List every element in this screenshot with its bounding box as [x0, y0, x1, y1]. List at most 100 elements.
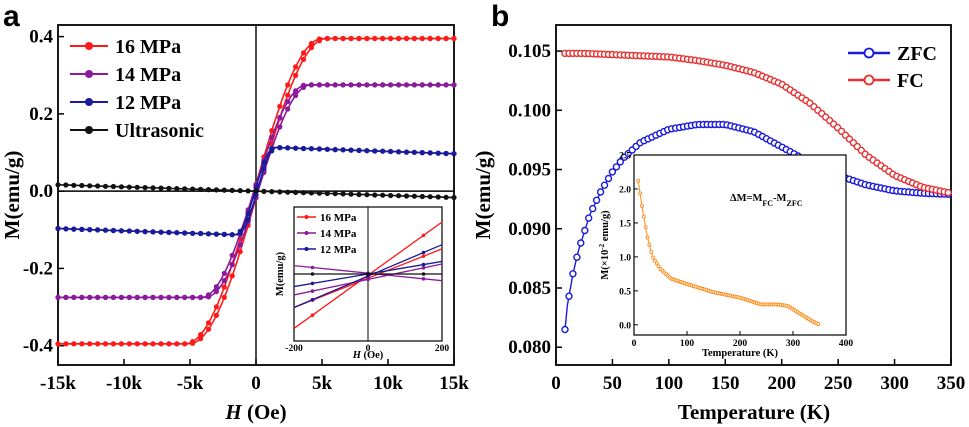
panel-a-16-mpa-point	[316, 36, 322, 42]
panel-a-ultrasonic-point	[300, 190, 307, 196]
panel-b-chart: 0 50 100 150 200 250 300 350 0.080 0.085 0.090 0.09…	[471, 24, 965, 424]
panel-a-14-mpa-point	[237, 242, 243, 248]
panel-a-x-tick-label: -15k	[40, 373, 76, 394]
panel-a-ultrasonic-point	[198, 186, 204, 192]
panel-b-x-tick-label: 0	[551, 373, 561, 394]
panel-a-inset-16-mpa-point	[421, 254, 426, 259]
panel-a-ultrasonic-point	[142, 185, 148, 191]
panel-a-14-mpa-point	[411, 82, 417, 88]
panel-a-ticks: -15k -10k -5k 0 5k 10k 15k -0.4 -0.2 0.0 0.2 0.4	[23, 27, 469, 394]
panel-a-y-tick-label: 0.2	[29, 104, 53, 125]
panel-a-12-mpa-point	[198, 230, 204, 237]
panel-b-zfc-point	[585, 214, 593, 222]
panel-a-ultrasonic-point	[118, 184, 124, 190]
inset-legend-16mpa-marker	[304, 215, 309, 219]
panel-a-inset-ultrasonic-point	[310, 272, 315, 276]
panel-a-12-mpa-point	[63, 226, 69, 232]
panel-a-16-mpa-point	[213, 312, 219, 318]
panel-b-inset-delta-m-point	[638, 191, 643, 196]
panel-a-ultrasonic-point	[364, 192, 370, 198]
panel-a-14-mpa-point	[102, 294, 109, 300]
inset-legend-14mpa-label: 14 MPa	[320, 228, 357, 240]
panel-a-12-mpa-point	[324, 146, 330, 152]
panel-a-12-mpa-point	[110, 227, 116, 234]
panel-a-12-mpa-point	[277, 145, 283, 151]
legend-12mpa-label: 12 MPa	[115, 92, 181, 114]
panel-a-16-mpa-point	[150, 341, 156, 347]
panel-a-16-mpa-point	[451, 35, 457, 42]
panel-b-fc-point	[944, 188, 952, 197]
panel-a-16-mpa-point	[300, 56, 307, 63]
panel-a-14-mpa-point	[55, 294, 61, 300]
inset-ylabel-sup: -2	[598, 243, 606, 249]
panel-a-inset-14-mpa-point	[421, 266, 426, 270]
panel-a-12-mpa-point	[388, 148, 394, 155]
panel-a-16-mpa-point	[55, 341, 61, 347]
panel-a-12-mpa-point	[411, 149, 417, 155]
panel-a-16-mpa-point	[419, 35, 425, 42]
panel-a-16-mpa-point	[158, 341, 164, 347]
panel-a-14-mpa-point	[71, 294, 77, 300]
panel-b-x-tick-label: 250	[824, 373, 853, 394]
panel-a-16-mpa-point	[87, 341, 93, 347]
panel-a-ultrasonic-point	[388, 192, 394, 199]
panel-a-16-mpa-point	[142, 341, 148, 347]
panel-b-y-tick-label: 0.095	[508, 160, 551, 181]
panel-a-12-mpa-point	[419, 150, 425, 156]
panel-b-inset-delta-m-point	[640, 203, 644, 208]
panel-a-14-mpa-point	[182, 294, 188, 300]
panel-a-14-mpa-point	[277, 124, 283, 130]
panel-a-12-mpa-point	[55, 225, 61, 232]
inset-title-sub2: ZFC	[786, 199, 802, 208]
panel-a-14-mpa-point	[293, 88, 299, 94]
panel-a-y-tick-label: -0.2	[23, 258, 53, 279]
panel-b-inset-x-tick-label: 0	[632, 339, 637, 349]
panel-a-16-mpa-point	[63, 341, 69, 347]
panel-a-12-mpa-point	[403, 149, 410, 155]
panel-a-14-mpa-point	[372, 82, 378, 88]
panel-a-14-mpa-point	[198, 294, 204, 300]
panel-a-16-mpa-point	[285, 92, 291, 98]
panel-a-16-mpa-point	[198, 332, 204, 338]
panel-a-ultrasonic-point	[451, 194, 457, 201]
panel-a-inset-series	[293, 221, 443, 329]
panel-a-ultrasonic-point	[182, 186, 188, 192]
panel-a-x-tick-label: -10k	[106, 373, 142, 394]
panel-a-14-mpa-point	[221, 270, 227, 276]
panel-b-x-axis-title: Temperature (K)	[678, 400, 830, 424]
panel-a-inset-x-axis-unit: (Oe)	[361, 350, 384, 361]
panel-a-14-mpa-point	[443, 82, 449, 88]
panel-a-12-mpa-point	[229, 232, 235, 238]
panel-a-16-mpa-point	[95, 341, 101, 347]
panel-a-14-mpa-point	[277, 114, 283, 121]
panel-a-inset-x-tick-label: -200	[285, 344, 303, 354]
panel-b-inset-title: ΔM=MFC-MZFC	[730, 193, 803, 208]
panel-a-14-mpa-point	[87, 294, 93, 300]
legend-12mpa-marker	[85, 98, 93, 106]
panel-a-12-mpa-point	[427, 150, 433, 156]
panel-a-14-mpa-point	[118, 294, 124, 300]
panel-a-16-mpa-point	[324, 35, 330, 42]
panel-a-12-mpa-point	[213, 231, 219, 237]
panel-b-ticks: 0 50 100 150 200 250 300 350 0.080 0.085 0.090 0.09…	[508, 41, 965, 394]
panel-a-x-tick-label: 5k	[312, 373, 333, 394]
panel-a-14-mpa-point	[269, 134, 275, 140]
panel-b-y-tick-label: 0.100	[508, 100, 551, 121]
panel-a-inset: -200 0 200 16 MPa 14 MPa 12 MPa M(emu/g) H…	[275, 206, 449, 361]
panel-a-16-mpa-point	[229, 273, 235, 279]
legend-entry-16mpa: 16 MPa	[70, 36, 181, 58]
panel-b-series	[561, 49, 952, 334]
panel-a-ultrasonic-point	[285, 189, 291, 195]
legend-fc-label: FC	[897, 70, 924, 92]
panel-a-12-mpa-point	[443, 150, 449, 157]
panel-a-y-tick-label: -0.4	[23, 336, 54, 357]
panel-b-inset-delta-m-point	[816, 322, 821, 327]
panel-a-12-mpa-point	[380, 148, 386, 154]
panel-b-legend: ZFC FC	[848, 43, 937, 92]
panel-a-ultrasonic-point	[253, 188, 259, 194]
panel-a-ultrasonic-point	[221, 187, 227, 193]
panel-a-14-mpa-point	[300, 82, 307, 88]
panel-a-12-mpa-point	[182, 230, 188, 236]
panel-a-16-mpa-point	[293, 64, 299, 70]
